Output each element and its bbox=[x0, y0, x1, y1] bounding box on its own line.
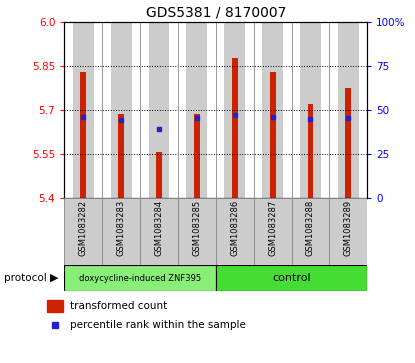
Bar bbox=[330, 198, 367, 265]
Bar bbox=[102, 198, 140, 265]
Bar bbox=[262, 22, 283, 198]
Bar bbox=[338, 22, 359, 198]
Bar bbox=[232, 58, 238, 198]
Bar bbox=[216, 265, 367, 291]
Text: GSM1083284: GSM1083284 bbox=[154, 200, 164, 256]
Bar bbox=[73, 22, 94, 198]
Text: percentile rank within the sample: percentile rank within the sample bbox=[70, 320, 246, 330]
Text: protocol: protocol bbox=[4, 273, 47, 283]
Text: transformed count: transformed count bbox=[70, 301, 167, 311]
Text: GSM1083288: GSM1083288 bbox=[306, 200, 315, 256]
Bar bbox=[111, 22, 132, 198]
Bar bbox=[64, 265, 216, 291]
Bar bbox=[300, 22, 321, 198]
Bar bbox=[225, 22, 245, 198]
Text: GSM1083286: GSM1083286 bbox=[230, 200, 239, 256]
Text: GSM1083287: GSM1083287 bbox=[268, 200, 277, 256]
Bar bbox=[149, 22, 169, 198]
Text: doxycycline-induced ZNF395: doxycycline-induced ZNF395 bbox=[79, 274, 201, 282]
Text: GSM1083285: GSM1083285 bbox=[193, 200, 201, 256]
Bar bbox=[156, 152, 162, 198]
Bar bbox=[118, 114, 124, 198]
Bar bbox=[47, 300, 63, 312]
Bar bbox=[64, 198, 102, 265]
Text: GSM1083289: GSM1083289 bbox=[344, 200, 353, 256]
Bar bbox=[186, 22, 207, 198]
Bar bbox=[254, 198, 291, 265]
Bar bbox=[178, 198, 216, 265]
Text: GSM1083283: GSM1083283 bbox=[117, 200, 126, 256]
Bar bbox=[216, 198, 254, 265]
Bar bbox=[308, 104, 313, 198]
Text: control: control bbox=[272, 273, 311, 283]
Bar bbox=[194, 114, 200, 198]
Text: ▶: ▶ bbox=[50, 273, 58, 283]
Bar bbox=[270, 72, 276, 198]
Bar bbox=[81, 72, 86, 198]
Title: GDS5381 / 8170007: GDS5381 / 8170007 bbox=[146, 5, 286, 19]
Text: GSM1083282: GSM1083282 bbox=[79, 200, 88, 256]
Bar bbox=[345, 88, 351, 198]
Bar bbox=[140, 198, 178, 265]
Bar bbox=[291, 198, 330, 265]
